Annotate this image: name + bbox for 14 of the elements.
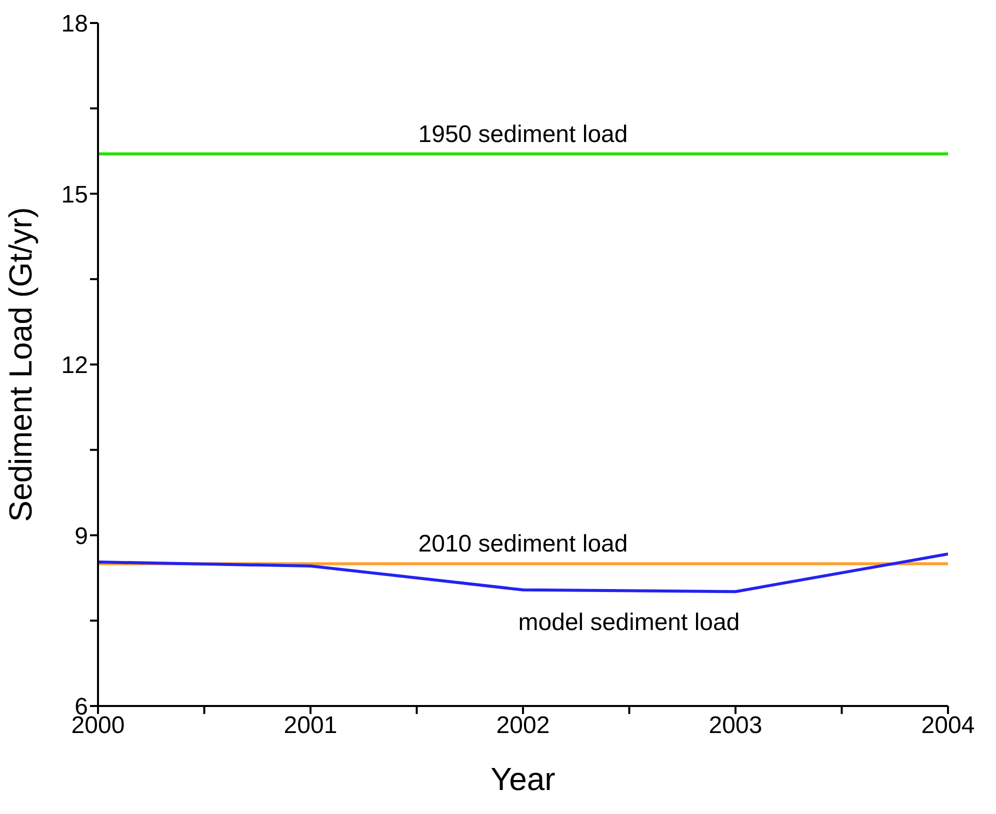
y-tick-label: 18 — [61, 10, 88, 38]
x-tick-label: 2001 — [284, 712, 338, 740]
x-axis-title: Year — [490, 761, 556, 797]
y-tick-label: 9 — [74, 522, 88, 550]
x-tick-label: 2002 — [496, 712, 550, 740]
y-tick-label: 15 — [61, 181, 88, 208]
y-tick-label: 12 — [61, 352, 88, 380]
ref-line-label: 1950 sediment load — [418, 120, 628, 148]
x-tick-label: 2004 — [921, 712, 975, 740]
line-series — [98, 552, 948, 594]
y-axis-title: Sediment Load (Gt/yr) — [2, 207, 38, 522]
ref-line-label: 2010 sediment load — [418, 530, 628, 558]
x-tick-label: 2003 — [708, 712, 762, 740]
series-label: model sediment load — [518, 608, 740, 636]
